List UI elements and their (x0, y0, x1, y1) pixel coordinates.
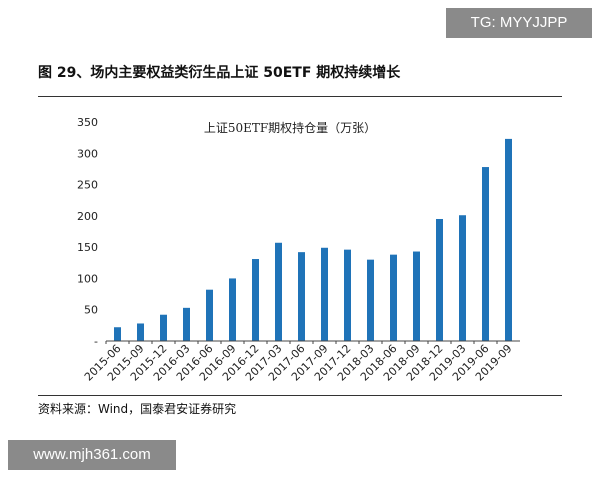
bar-2019-06 (482, 167, 489, 341)
y-tick-label: 350 (77, 116, 98, 129)
y-tick-label: 150 (77, 241, 98, 254)
bar-2017-06 (298, 252, 305, 341)
y-tick-label: 300 (77, 147, 98, 160)
bar-2018-03 (367, 259, 374, 341)
x-axis: 2015-062015-092015-122016-032016-062016-… (82, 341, 515, 384)
bar-2019-03 (459, 215, 466, 341)
bar-2015-12 (160, 314, 167, 341)
watermark-bottom-badge: www.mjh361.com (8, 440, 176, 470)
bar-2016-03 (183, 307, 190, 341)
bar-2017-03 (275, 242, 282, 341)
y-tick-label: 100 (77, 272, 98, 285)
bar-2016-06 (206, 289, 213, 341)
bars-group (114, 138, 512, 341)
bar-2015-09 (137, 323, 144, 341)
bar-2017-09 (321, 247, 328, 341)
figure-title: 图 29、场内主要权益类衍生品上证 50ETF 期权持续增长 (38, 65, 401, 81)
y-tick-label: 250 (77, 179, 98, 192)
bar-2016-12 (252, 259, 259, 341)
watermark-top-badge: TG: MYYJJPP (446, 8, 592, 38)
bar-2015-06 (114, 327, 121, 341)
bottom-rule (38, 395, 562, 396)
y-tick-label: 50 (84, 304, 98, 317)
bar-2018-09 (413, 251, 420, 341)
bar-chart: 上证50ETF期权持仓量（万张） - 50 100 150 200 250 300 350 2… (77, 116, 520, 384)
bar-2016-09 (229, 278, 236, 341)
bar-2017-12 (344, 249, 351, 341)
top-rule (38, 96, 562, 97)
y-tick-label: - (94, 335, 98, 348)
bar-2018-12 (436, 218, 443, 341)
source-note: 资料来源：Wind，国泰君安证券研究 (38, 402, 237, 416)
chart-title: 上证50ETF期权持仓量（万张） (204, 120, 376, 135)
y-tick-label: 200 (77, 210, 98, 223)
bar-2018-06 (390, 254, 397, 341)
bar-2019-09 (505, 138, 512, 341)
y-axis: - 50 100 150 200 250 300 350 (77, 116, 98, 348)
